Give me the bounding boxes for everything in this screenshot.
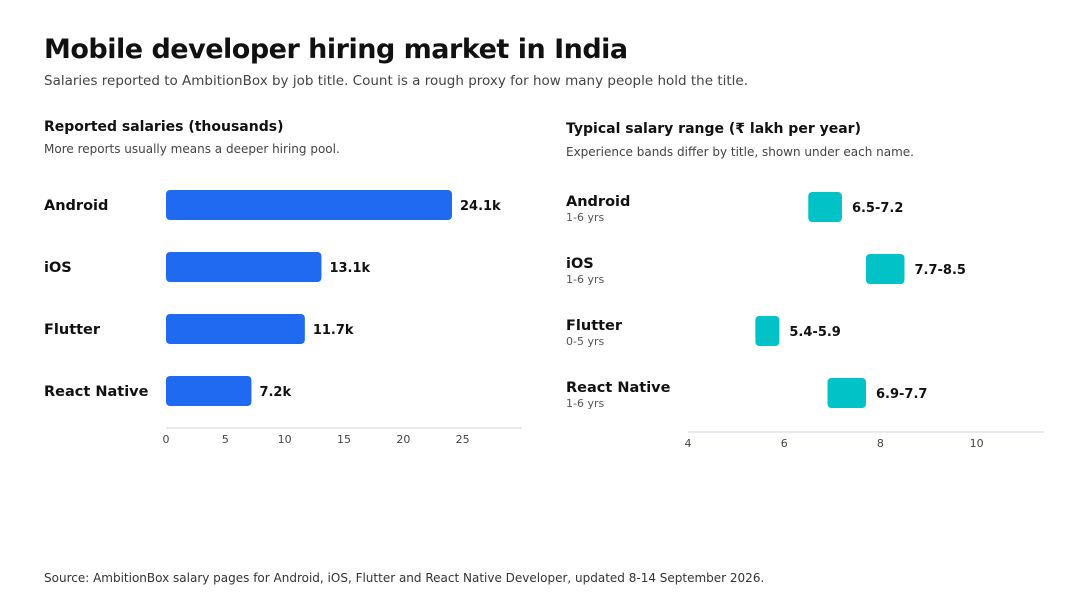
range-value-label-flutter: 5.4-5.9 <box>789 325 840 340</box>
range-category-label-flutter: Flutter <box>566 318 623 334</box>
range-experience-label-ios: 1-6 yrs <box>566 273 604 286</box>
range-value-label-ios: 7.7-8.5 <box>914 263 965 278</box>
right-x-tick-label: 4 <box>685 437 692 450</box>
range-bar-flutter <box>755 316 780 346</box>
range-category-label-android: Android <box>566 194 630 210</box>
left-x-tick-label: 25 <box>456 433 470 446</box>
range-bar-android <box>808 192 842 222</box>
right-panel-title: Typical salary range (₹ lakh per year) <box>566 121 861 137</box>
salary-count-bar-chart: Android 24.1k iOS 13.1k Flutter 11.7k React Na… <box>44 190 522 446</box>
bar-category-label-android: Android <box>44 198 108 214</box>
left-x-tick-label: 20 <box>396 433 410 446</box>
range-experience-label-react-native: 1-6 yrs <box>566 397 604 410</box>
range-experience-label-flutter: 0-5 yrs <box>566 335 604 348</box>
bar-flutter <box>166 314 305 344</box>
bar-category-label-react-native: React Native <box>44 384 149 400</box>
bar-android <box>166 190 452 220</box>
right-x-tick-label: 10 <box>970 437 984 450</box>
left-x-tick-label: 15 <box>337 433 351 446</box>
range-experience-label-android: 1-6 yrs <box>566 211 604 224</box>
bar-react-native <box>166 376 252 406</box>
left-x-tick-label: 5 <box>222 433 229 446</box>
bar-ios <box>166 252 322 282</box>
bar-category-label-ios: iOS <box>44 260 72 276</box>
range-value-label-react-native: 6.9-7.7 <box>876 387 927 402</box>
chart-title: Mobile developer hiring market in India <box>44 34 628 65</box>
right-panel-note: Experience bands differ by title, shown … <box>566 145 914 159</box>
range-bar-react-native <box>827 378 866 408</box>
range-category-label-react-native: React Native <box>566 380 671 396</box>
range-value-label-android: 6.5-7.2 <box>852 201 903 216</box>
left-panel-note: More reports usually means a deeper hiri… <box>44 142 340 156</box>
left-x-tick-label: 0 <box>163 433 170 446</box>
left-panel-title: Reported salaries (thousands) <box>44 119 284 135</box>
bar-category-label-flutter: Flutter <box>44 322 101 338</box>
bar-value-label-flutter: 11.7k <box>313 323 354 338</box>
right-x-tick-label: 6 <box>781 437 788 450</box>
range-bar-ios <box>866 254 905 284</box>
range-category-label-ios: iOS <box>566 256 594 272</box>
bar-value-label-react-native: 7.2k <box>259 385 291 400</box>
left-x-tick-label: 10 <box>278 433 292 446</box>
bar-value-label-ios: 13.1k <box>329 261 370 276</box>
right-x-tick-label: 8 <box>877 437 884 450</box>
source-note: Source: AmbitionBox salary pages for And… <box>44 571 765 585</box>
chart-subtitle: Salaries reported to AmbitionBox by job … <box>44 73 749 89</box>
bar-value-label-android: 24.1k <box>460 199 501 214</box>
